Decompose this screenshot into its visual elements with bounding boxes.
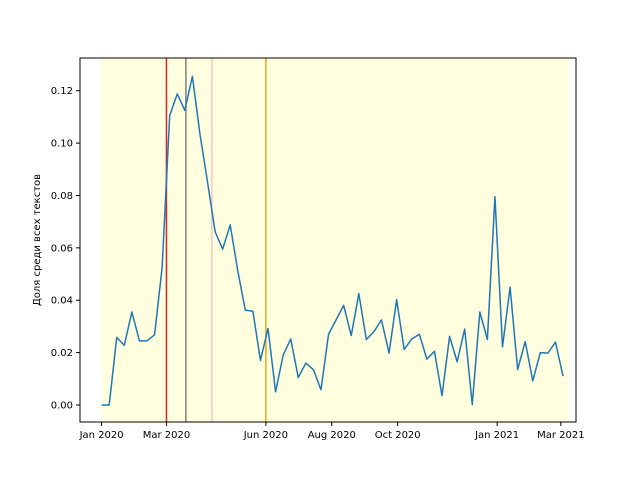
y-tick-label: 0.10 [51, 139, 73, 150]
series-line-1 [101, 75, 564, 406]
x-tick-label: Oct 2020 [375, 430, 421, 441]
y-tick-label: 0.06 [51, 243, 73, 254]
y-tick-label: 0.12 [51, 86, 73, 97]
x-tick-label: Mar 2021 [537, 430, 585, 441]
y-tick-label: 0.04 [51, 296, 73, 307]
x-tick-label: Aug 2020 [308, 430, 356, 441]
y-axis-label: Доля среди всех текстов [32, 174, 43, 306]
x-tick-label: Jun 2020 [243, 430, 288, 441]
x-tick-label: Jan 2021 [474, 430, 519, 441]
x-tick-label: Mar 2020 [143, 430, 191, 441]
x-tick-label: Jan 2020 [79, 430, 124, 441]
y-tick-label: 0.00 [51, 400, 73, 411]
plot-frame [79, 57, 577, 423]
y-tick-label: 0.08 [51, 191, 73, 202]
shaded-region [101, 58, 569, 422]
y-tick-label: 0.02 [51, 348, 73, 359]
